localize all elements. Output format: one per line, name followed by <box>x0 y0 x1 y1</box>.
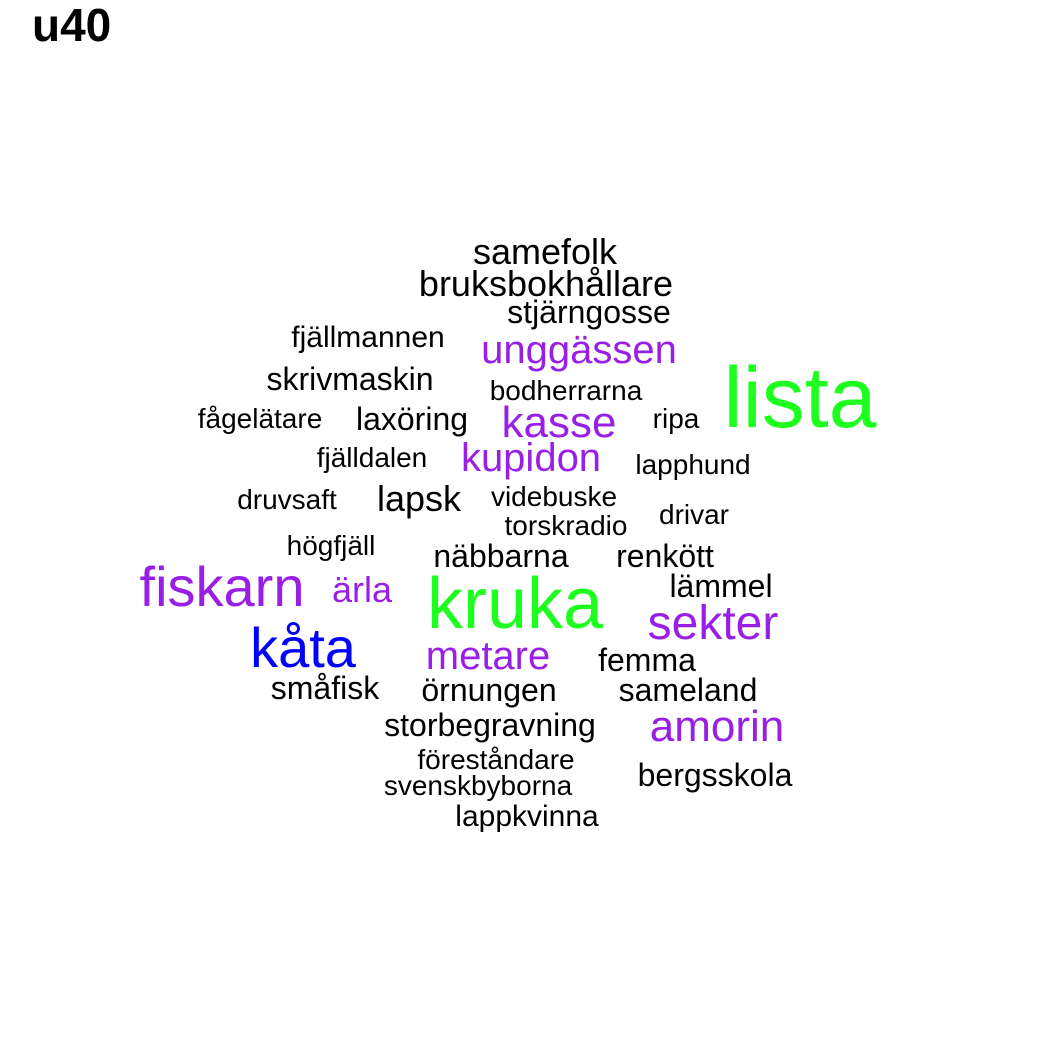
cloud-word: amorin <box>649 702 785 751</box>
cloud-word: videbuske <box>490 481 618 512</box>
cloud-word: örnungen <box>421 672 557 708</box>
cloud-word: drivar <box>658 499 730 530</box>
cloud-word: sekter <box>647 597 779 650</box>
cloud-word: laxöring <box>355 401 469 437</box>
cloud-word: kruka <box>426 564 604 644</box>
cloud-word: druvsaft <box>237 484 337 515</box>
page-title: u40 <box>32 0 112 51</box>
cloud-word: sameland <box>618 672 758 708</box>
cloud-word: torskradio <box>504 510 628 541</box>
cloud-word: lista <box>723 350 877 446</box>
cloud-word: småfisk <box>270 670 380 706</box>
cloud-word: lapsk <box>376 478 462 519</box>
cloud-word: fiskarn <box>139 555 305 618</box>
cloud-word: lapphund <box>635 449 751 480</box>
cloud-word: samefolk <box>472 231 618 272</box>
cloud-word: kupidon <box>460 436 602 480</box>
cloud-word: unggässen <box>481 328 677 372</box>
cloud-word: bergsskola <box>637 757 793 793</box>
cloud-word: fågelätare <box>197 403 323 434</box>
cloud-word: fjällmannen <box>291 321 445 354</box>
cloud-word: högfjäll <box>286 530 376 561</box>
cloud-word: femma <box>598 642 696 678</box>
cloud-word: lämmel <box>669 568 773 604</box>
cloud-word: skrivmaskin <box>266 361 434 397</box>
cloud-word: kåta <box>250 616 356 679</box>
cloud-word: stjärngosse <box>507 294 671 330</box>
cloud-word: ripa <box>652 403 700 434</box>
cloud-word: föreståndare <box>417 744 575 775</box>
cloud-word: bruksbokhållare <box>418 263 674 304</box>
cloud-word: fjälldalen <box>316 442 428 473</box>
cloud-word: näbbarna <box>433 538 569 574</box>
cloud-word: kasse <box>501 398 617 447</box>
cloud-word: svenskbyborna <box>383 770 573 801</box>
cloud-word: renkött <box>616 538 714 574</box>
cloud-word: ärla <box>331 569 393 610</box>
cloud-word: lappkvinna <box>455 800 599 833</box>
cloud-word: metare <box>425 634 551 678</box>
cloud-word: bodherrarna <box>489 375 643 406</box>
cloud-word: storbegravning <box>384 707 596 743</box>
